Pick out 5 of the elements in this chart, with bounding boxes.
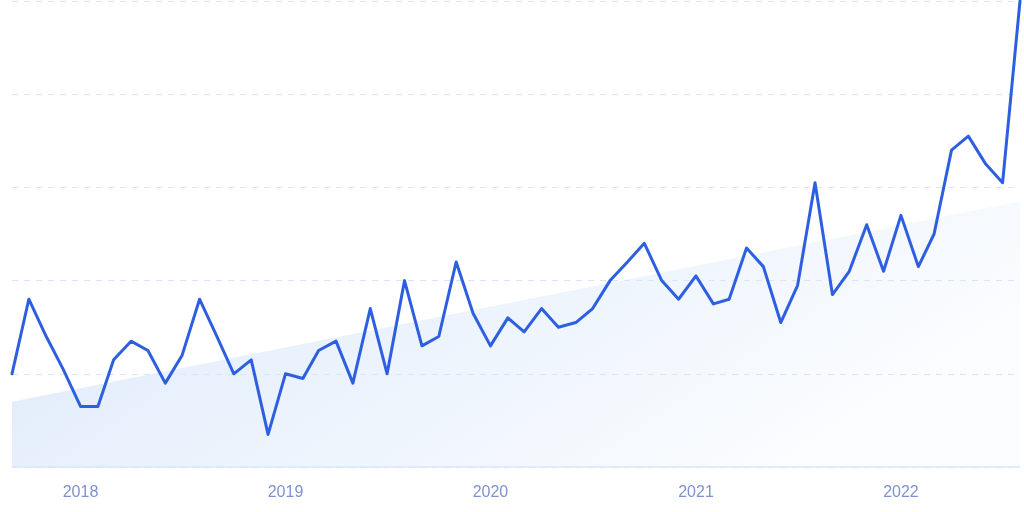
x-tick-label: 2022 bbox=[883, 482, 919, 500]
x-tick-label: 2018 bbox=[62, 482, 99, 500]
x-tick-label: 2021 bbox=[678, 482, 714, 500]
x-tick-label: 2019 bbox=[267, 482, 304, 500]
x-tick-label: 2020 bbox=[472, 482, 509, 500]
